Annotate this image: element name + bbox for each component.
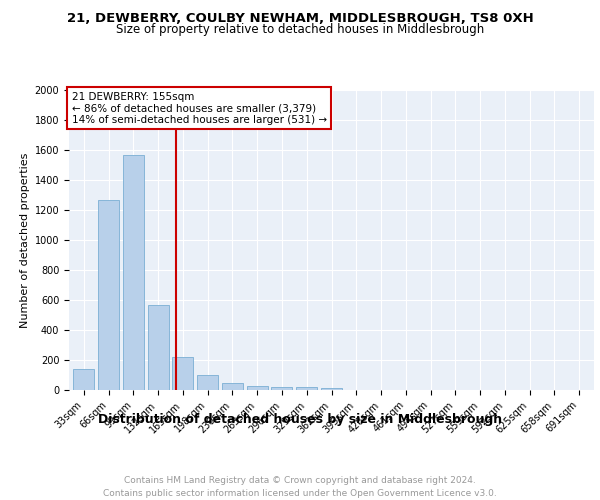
Bar: [321, 388, 342, 390]
Bar: [197, 375, 218, 390]
Bar: [148, 304, 169, 390]
Bar: [98, 200, 119, 390]
Text: 21, DEWBERRY, COULBY NEWHAM, MIDDLESBROUGH, TS8 0XH: 21, DEWBERRY, COULBY NEWHAM, MIDDLESBROU…: [67, 12, 533, 26]
Bar: [73, 369, 94, 390]
Bar: [247, 386, 268, 390]
Bar: [222, 382, 243, 390]
Y-axis label: Number of detached properties: Number of detached properties: [20, 152, 31, 328]
Text: Distribution of detached houses by size in Middlesbrough: Distribution of detached houses by size …: [98, 412, 502, 426]
Bar: [123, 154, 144, 390]
Bar: [172, 357, 193, 390]
Bar: [271, 387, 292, 390]
Text: Contains HM Land Registry data © Crown copyright and database right 2024.
Contai: Contains HM Land Registry data © Crown c…: [103, 476, 497, 498]
Text: 21 DEWBERRY: 155sqm
← 86% of detached houses are smaller (3,379)
14% of semi-det: 21 DEWBERRY: 155sqm ← 86% of detached ho…: [71, 92, 327, 124]
Text: Size of property relative to detached houses in Middlesbrough: Size of property relative to detached ho…: [116, 22, 484, 36]
Bar: [296, 388, 317, 390]
